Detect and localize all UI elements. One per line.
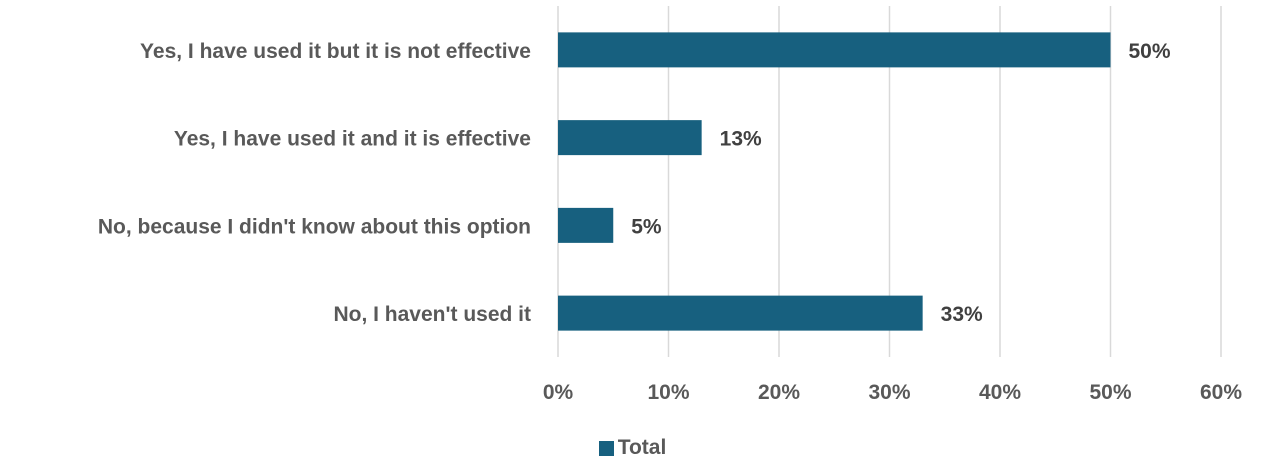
- bar-2: [558, 207, 614, 243]
- x-tick-label-5: 50%: [1089, 381, 1131, 404]
- legend: Total: [0, 436, 1265, 460]
- x-tick-label-2: 20%: [758, 381, 800, 404]
- category-label-0: Yes, I have used it but it is not effect…: [140, 40, 531, 63]
- legend-item-total: Total: [598, 436, 667, 460]
- bars: [558, 32, 1111, 331]
- data-labels: 50% 13% 5% 33%: [631, 40, 1171, 326]
- category-label-2: No, because I didn't know about this opt…: [98, 215, 531, 238]
- legend-swatch: [598, 440, 614, 456]
- data-label-3: 33%: [941, 303, 983, 326]
- x-tick-label-3: 30%: [868, 381, 910, 404]
- category-labels: Yes, I have used it but it is not effect…: [98, 40, 531, 326]
- x-tick-label-0: 0%: [543, 381, 574, 404]
- bar-0: [558, 32, 1111, 68]
- data-label-0: 50%: [1129, 40, 1171, 63]
- legend-label: Total: [617, 436, 667, 459]
- x-axis-tick-labels: 0% 10% 20% 30% 40% 50% 60%: [543, 381, 1243, 404]
- x-tick-label-6: 60%: [1200, 381, 1242, 404]
- category-label-1: Yes, I have used it and it is effective: [174, 128, 531, 151]
- data-label-1: 13%: [720, 128, 762, 151]
- bar-chart: 50% 13% 5% 33% Yes, I have used it but it i…: [98, 6, 1243, 404]
- x-tick-label-4: 40%: [979, 381, 1021, 404]
- category-label-3: No, I haven't used it: [333, 303, 531, 326]
- bar-3: [558, 295, 923, 331]
- x-tick-label-1: 10%: [647, 381, 689, 404]
- data-label-2: 5%: [631, 215, 662, 238]
- bar-1: [558, 120, 702, 156]
